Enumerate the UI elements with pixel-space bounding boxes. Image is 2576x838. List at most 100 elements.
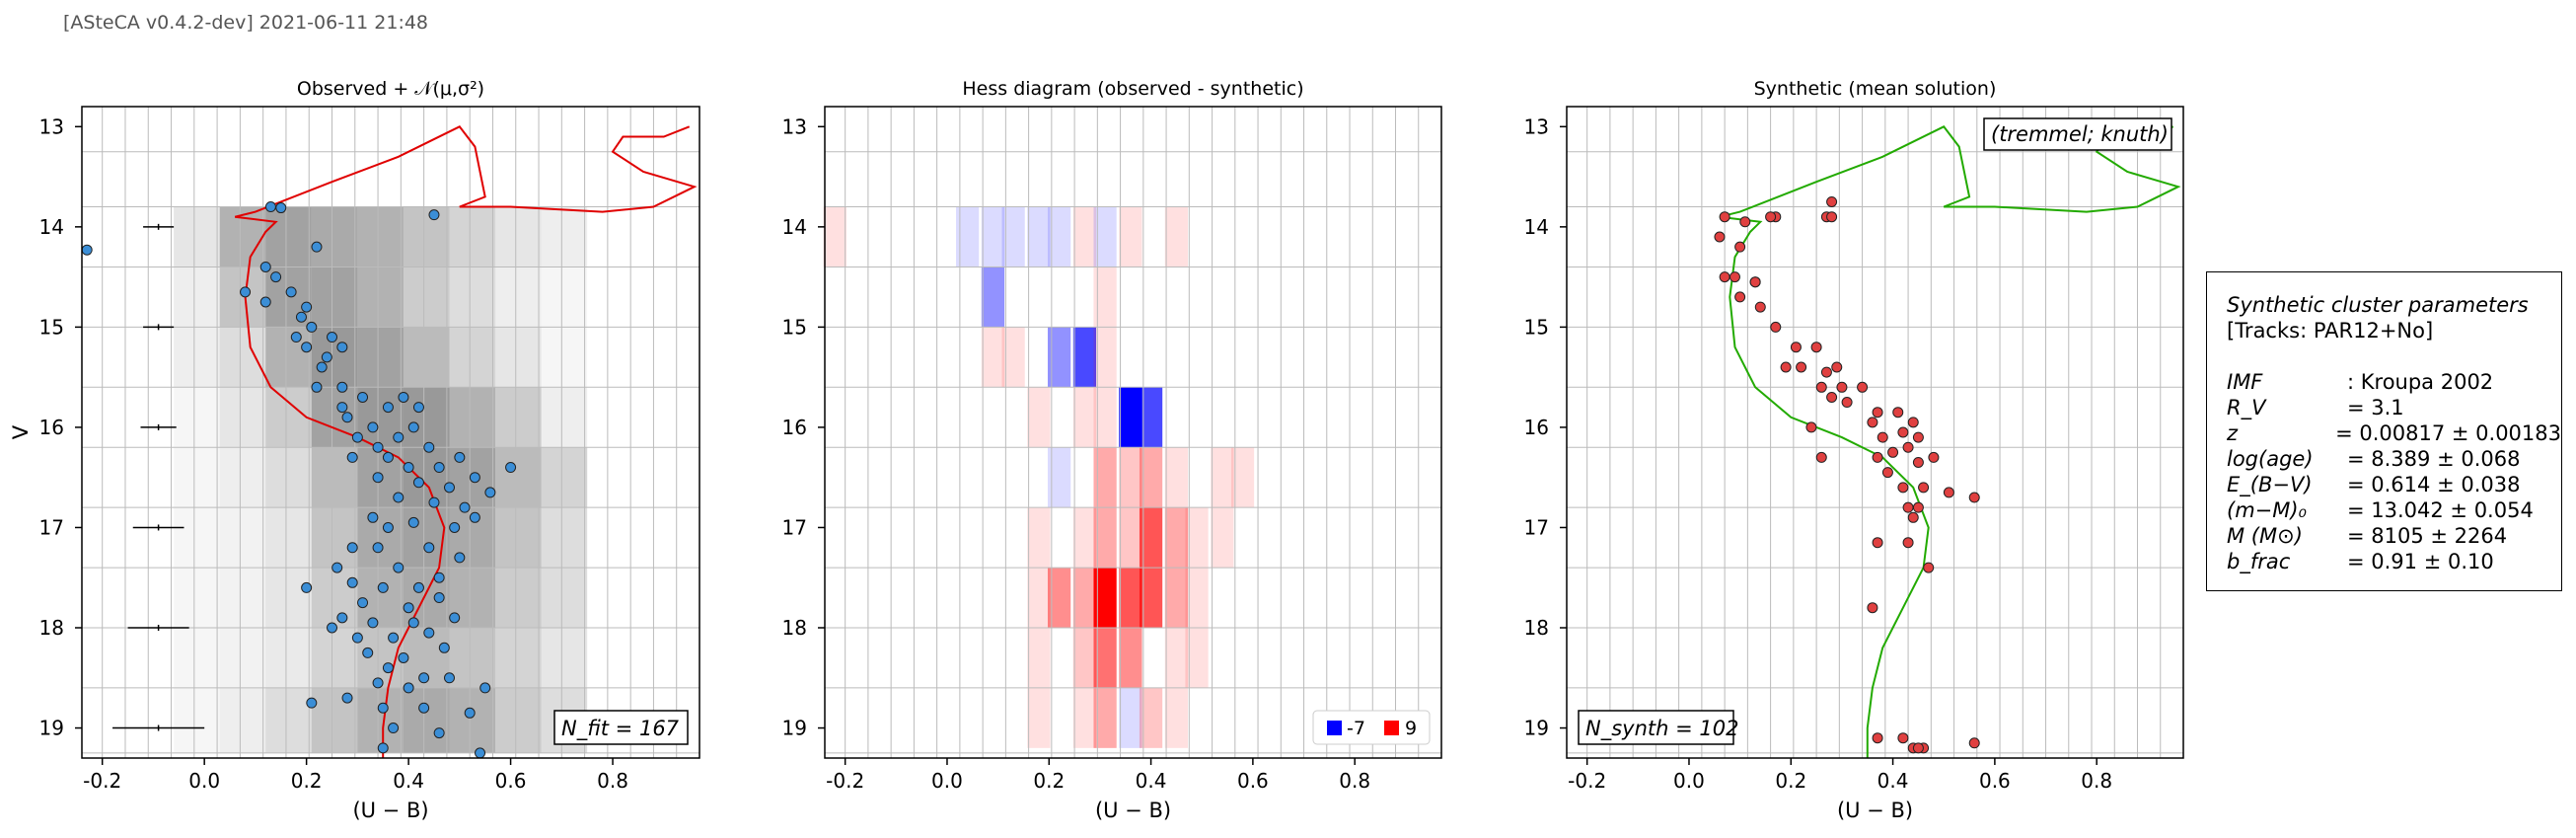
data-point <box>433 571 445 583</box>
parameter-row: log(age) = 8.389 ± 0.068 <box>2227 446 2561 472</box>
parameter-name: M (M⊙) <box>2227 524 2303 548</box>
density-cell <box>495 687 542 753</box>
data-point <box>357 597 369 609</box>
hess-cell <box>1139 568 1163 628</box>
parameter-name: b_frac <box>2227 550 2291 573</box>
x-tick-label: 0.0 <box>931 769 963 793</box>
hess-cell <box>1093 628 1117 688</box>
parameter-name: (m−M)₀ <box>2227 498 2307 522</box>
hess-cell <box>1093 447 1117 508</box>
y-tick-label: 17 <box>1524 515 1549 539</box>
data-point <box>388 632 400 644</box>
data-point <box>1719 211 1730 223</box>
y-tick-label: 19 <box>782 717 807 740</box>
legend-swatch <box>1384 721 1399 735</box>
data-point <box>321 351 332 363</box>
density-cell <box>357 267 404 328</box>
hess-cell <box>1093 327 1117 388</box>
isochrone-track <box>1719 125 2181 758</box>
data-point <box>393 562 405 573</box>
y-tick-label: 13 <box>1524 114 1549 138</box>
y-tick-label: 14 <box>39 215 64 239</box>
data-point <box>1912 501 1924 513</box>
data-point <box>1831 361 1843 373</box>
hess-cell <box>1119 628 1142 688</box>
data-point <box>449 521 461 533</box>
data-point <box>306 697 318 709</box>
data-point <box>346 576 358 588</box>
x-axis-label: (U − B) <box>1095 799 1171 822</box>
data-point <box>1892 407 1904 419</box>
data-point <box>443 482 455 494</box>
data-point <box>1912 742 1924 754</box>
parameters-box: Synthetic cluster parameters [Tracks: PA… <box>2206 271 2562 591</box>
density-cell <box>541 267 588 328</box>
density-cell <box>174 507 220 569</box>
parameter-row: R_V = 3.1 <box>2227 395 2561 420</box>
density-cell <box>174 447 220 508</box>
hess-cell <box>1164 206 1189 267</box>
data-point <box>1749 276 1761 288</box>
density-cell <box>495 387 542 448</box>
data-point <box>1867 602 1878 614</box>
data-point <box>1867 417 1878 428</box>
data-point <box>393 492 405 503</box>
data-point <box>433 727 445 739</box>
parameters-tracks: [Tracks: PAR12+No] <box>2227 319 2434 343</box>
y-tick-label: 13 <box>39 114 64 138</box>
parameter-name: E_(B−V) <box>2227 473 2313 496</box>
density-cell <box>357 206 404 267</box>
legend-swatch <box>1327 721 1342 735</box>
data-point <box>275 202 287 214</box>
data-point <box>290 332 302 343</box>
data-point <box>407 516 419 528</box>
data-point <box>1887 446 1899 458</box>
y-tick-label: 16 <box>39 416 64 439</box>
data-point <box>316 361 328 373</box>
y-tick-label: 19 <box>1524 717 1549 740</box>
hess-cell <box>1047 568 1071 628</box>
data-point <box>412 477 424 489</box>
x-tick-label: 0.2 <box>1033 769 1065 793</box>
data-point <box>306 321 318 333</box>
hess-cell <box>1211 447 1234 508</box>
hess-cell <box>1185 628 1209 688</box>
data-point <box>1968 737 1980 749</box>
data-point <box>1943 487 1954 498</box>
panel-title: Hess diagram (observed - synthetic) <box>962 78 1303 100</box>
data-point <box>1729 271 1740 283</box>
y-tick-label: 15 <box>39 315 64 339</box>
y-tick-label: 18 <box>1524 616 1549 640</box>
hess-cell <box>1072 206 1097 267</box>
data-point <box>259 261 271 272</box>
x-tick-label: -0.2 <box>1568 769 1606 793</box>
data-point <box>1877 431 1888 443</box>
plot-frame <box>81 106 700 759</box>
data-point <box>367 511 379 523</box>
data-point <box>1841 397 1853 409</box>
x-tick-label: 0.0 <box>1673 769 1705 793</box>
density-cell <box>219 628 266 688</box>
x-tick-label: 0.0 <box>188 769 220 793</box>
plot-frame <box>824 106 1442 759</box>
data-point <box>382 521 394 533</box>
hess-cell <box>1164 447 1189 508</box>
data-point <box>351 632 363 644</box>
density-cell <box>311 628 358 688</box>
density-cell <box>449 206 496 267</box>
method-tag-box <box>1983 117 2172 151</box>
data-point <box>412 402 424 414</box>
density-cell <box>541 568 588 628</box>
data-point <box>372 677 384 689</box>
hess-cell <box>1093 687 1117 748</box>
density-cell <box>449 387 496 448</box>
hess-cell <box>1027 687 1051 748</box>
data-point <box>454 552 466 564</box>
parameter-name: log(age) <box>2227 447 2314 471</box>
hess-cell <box>823 206 846 267</box>
data-point <box>1923 562 1935 573</box>
parameter-value: : Kroupa 2002 <box>2347 370 2494 394</box>
data-point <box>1857 381 1869 393</box>
data-point <box>285 286 297 298</box>
plot-area <box>1567 107 2183 758</box>
